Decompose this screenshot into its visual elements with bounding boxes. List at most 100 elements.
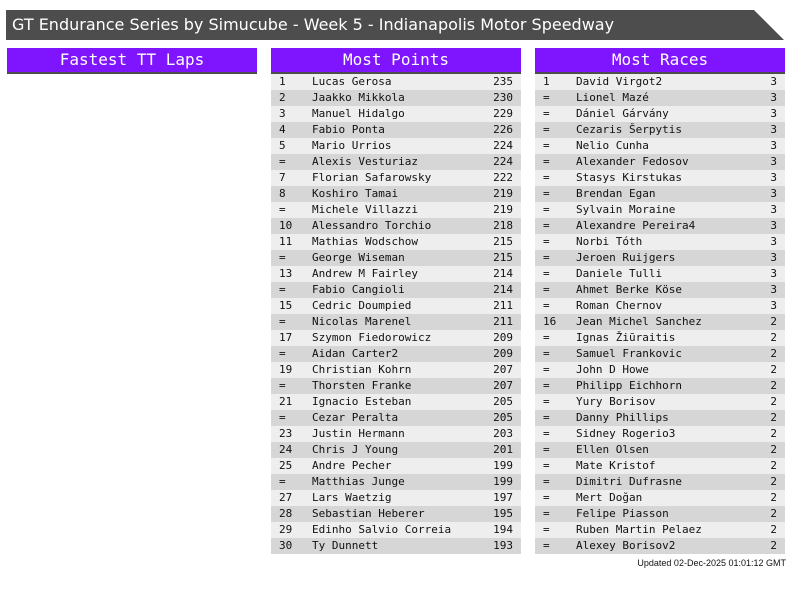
rank-cell: =	[543, 235, 550, 248]
value-cell: 2	[770, 411, 777, 424]
driver-name-cell: Norbi Tóth	[576, 235, 643, 248]
value-cell: 205	[493, 411, 513, 424]
table-row: 1 Lucas Gerosa 235	[271, 74, 521, 90]
table-row: = Jeroen Ruijgers 3	[535, 250, 785, 266]
value-cell: 207	[493, 379, 513, 392]
rank-cell: 23	[279, 427, 293, 440]
driver-name-cell: Matthias Junge	[312, 475, 405, 488]
driver-name-cell: Christian Kohrn	[312, 363, 412, 376]
driver-name-cell: Ignacio Esteban	[312, 395, 412, 408]
value-cell: 3	[770, 219, 777, 232]
rank-cell: =	[543, 155, 550, 168]
table-row: = Ellen Olsen 2	[535, 442, 785, 458]
rank-cell: 24	[279, 443, 293, 456]
value-cell: 235	[493, 75, 513, 88]
rank-cell: 28	[279, 507, 293, 520]
rank-cell: =	[543, 475, 550, 488]
driver-name-cell: Chris J Young	[312, 443, 399, 456]
table-row: 27 Lars Waetzig 197	[271, 490, 521, 506]
updated-timestamp: Updated 02-Dec-2025 01:01:12 GMT	[637, 558, 786, 568]
table-row: 30 Ty Dunnett 193	[271, 538, 521, 554]
driver-name-cell: Alexis Vesturiaz	[312, 155, 418, 168]
rank-cell: =	[543, 459, 550, 472]
value-cell: 199	[493, 459, 513, 472]
driver-name-cell: Thorsten Franke	[312, 379, 412, 392]
table-row: 17 Szymon Fiedorowicz 209	[271, 330, 521, 346]
rank-cell: =	[279, 347, 286, 360]
value-cell: 197	[493, 491, 513, 504]
rank-cell: 15	[279, 299, 293, 312]
rank-cell: 10	[279, 219, 293, 232]
table-row: = Sylvain Moraine 3	[535, 202, 785, 218]
table-row: = Mate Kristof 2	[535, 458, 785, 474]
rank-cell: 25	[279, 459, 293, 472]
driver-name-cell: Edinho Salvio Correia	[312, 523, 452, 536]
table-row: = Alexandre Pereira4 3	[535, 218, 785, 234]
driver-name-cell: Dimitri Dufrasne	[576, 475, 682, 488]
driver-name-cell: Nicolas Marenel	[312, 315, 412, 328]
rank-cell: 27	[279, 491, 293, 504]
table-row: 2 Jaakko Mikkola 230	[271, 90, 521, 106]
table-row: = Fabio Cangioli 214	[271, 282, 521, 298]
table-row: 7 Florian Safarowsky 222	[271, 170, 521, 186]
value-cell: 209	[493, 331, 513, 344]
value-cell: 199	[493, 475, 513, 488]
value-cell: 219	[493, 203, 513, 216]
driver-name-cell: Sebastian Heberer	[312, 507, 425, 520]
value-cell: 224	[493, 139, 513, 152]
rank-cell: 30	[279, 539, 293, 552]
driver-name-cell: Florian Safarowsky	[312, 171, 432, 184]
rank-cell: =	[543, 363, 550, 376]
table-row: = Felipe Piasson 2	[535, 506, 785, 522]
driver-name-cell: Jean Michel Sanchez	[576, 315, 702, 328]
rank-cell: =	[279, 411, 286, 424]
rank-cell: =	[543, 491, 550, 504]
value-cell: 219	[493, 187, 513, 200]
panel-header: Most Points	[271, 48, 521, 74]
rank-cell: =	[279, 283, 286, 296]
value-cell: 203	[493, 427, 513, 440]
rank-cell: =	[543, 347, 550, 360]
table-row: = Sidney Rogerio3 2	[535, 426, 785, 442]
table-row: = Samuel Frankovic 2	[535, 346, 785, 362]
driver-name-cell: Felipe Piasson	[576, 507, 669, 520]
driver-name-cell: Ruben Martin Pelaez	[576, 523, 702, 536]
table-row: 13 Andrew M Fairley 214	[271, 266, 521, 282]
value-cell: 2	[770, 363, 777, 376]
value-cell: 195	[493, 507, 513, 520]
table-row: 21 Ignacio Esteban 205	[271, 394, 521, 410]
rank-cell: =	[543, 171, 550, 184]
value-cell: 3	[770, 75, 777, 88]
table-row: 8 Koshiro Tamai 219	[271, 186, 521, 202]
rank-cell: 4	[279, 123, 286, 136]
value-cell: 214	[493, 283, 513, 296]
panel-rows: 1 Lucas Gerosa 235 2 Jaakko Mikkola 230 3 Manue…	[271, 74, 521, 554]
driver-name-cell: George Wiseman	[312, 251, 405, 264]
most-points-panel: Most Points 1 Lucas Gerosa 235 2 Jaakko Mikk…	[271, 48, 521, 554]
table-row: 3 Manuel Hidalgo 229	[271, 106, 521, 122]
rank-cell: =	[543, 379, 550, 392]
value-cell: 229	[493, 107, 513, 120]
table-row: = Yury Borisov 2	[535, 394, 785, 410]
value-cell: 3	[770, 171, 777, 184]
driver-name-cell: Szymon Fiedorowicz	[312, 331, 432, 344]
driver-name-cell: Jaakko Mikkola	[312, 91, 405, 104]
rank-cell: 11	[279, 235, 293, 248]
driver-name-cell: Samuel Frankovic	[576, 347, 682, 360]
driver-name-cell: David Virgot2	[576, 75, 663, 88]
rank-cell: =	[543, 187, 550, 200]
driver-name-cell: Alexandre Pereira4	[576, 219, 696, 232]
driver-name-cell: Andrew M Fairley	[312, 267, 418, 280]
table-row: 25 Andre Pecher 199	[271, 458, 521, 474]
rank-cell: 3	[279, 107, 286, 120]
value-cell: 218	[493, 219, 513, 232]
table-row: = Ahmet Berke Köse 3	[535, 282, 785, 298]
table-row: = Daniele Tulli 3	[535, 266, 785, 282]
table-row: = Dániel Gárvány 3	[535, 106, 785, 122]
driver-name-cell: Sidney Rogerio3	[576, 427, 676, 440]
driver-name-cell: Fabio Ponta	[312, 123, 385, 136]
panel-rows: 1 David Virgot2 3 = Lionel Mazé 3 = Dániel Gárv…	[535, 74, 785, 554]
driver-name-cell: Brendan Egan	[576, 187, 656, 200]
value-cell: 193	[493, 539, 513, 552]
value-cell: 3	[770, 267, 777, 280]
